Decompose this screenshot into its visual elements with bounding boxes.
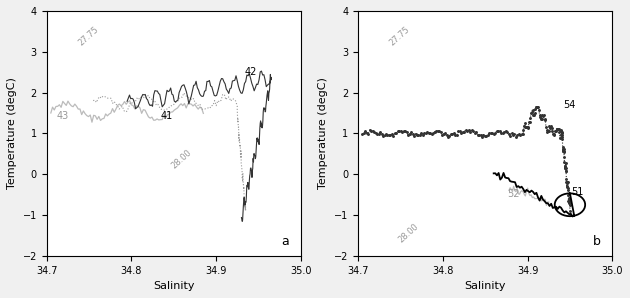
Y-axis label: Temperature (degC): Temperature (degC) bbox=[319, 77, 328, 189]
X-axis label: Salinity: Salinity bbox=[464, 281, 506, 291]
Text: 41: 41 bbox=[161, 111, 173, 121]
Text: 51: 51 bbox=[571, 187, 584, 197]
Text: 27.75: 27.75 bbox=[388, 25, 411, 48]
Text: b: b bbox=[593, 235, 601, 249]
Text: 52: 52 bbox=[507, 189, 520, 199]
Y-axis label: Temperature (degC): Temperature (degC) bbox=[7, 77, 17, 189]
Text: 27.75: 27.75 bbox=[76, 25, 100, 48]
X-axis label: Salinity: Salinity bbox=[153, 281, 195, 291]
Text: 43: 43 bbox=[57, 111, 69, 121]
Text: 54: 54 bbox=[563, 100, 576, 110]
Text: 28.00: 28.00 bbox=[169, 148, 193, 170]
Text: a: a bbox=[282, 235, 289, 249]
Text: 42: 42 bbox=[245, 66, 257, 77]
Text: 28.00: 28.00 bbox=[396, 222, 420, 244]
